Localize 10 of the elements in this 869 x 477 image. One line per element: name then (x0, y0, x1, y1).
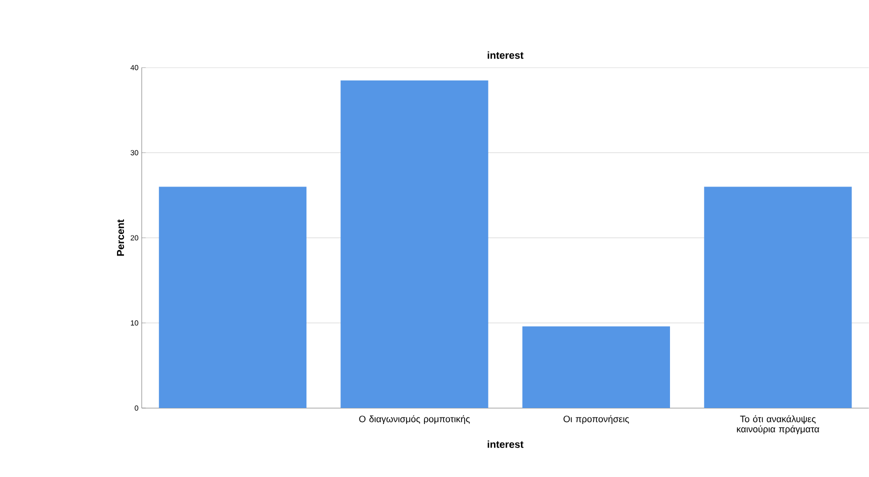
y-axis-title: Percent (116, 219, 124, 256)
chart-title: interest (488, 51, 524, 59)
x-axis-title: interest (488, 440, 524, 448)
bar (158, 186, 306, 408)
x-tick-label: Ο διαγωνισμός ρομποτικής (359, 415, 470, 424)
bar (340, 80, 488, 408)
x-tick-label: Οι προπονήσεις (564, 415, 629, 424)
bar (704, 186, 852, 408)
bar (522, 326, 670, 408)
x-tick-label: Το ότι ανακάλυψες καινούρια πράγματα (736, 415, 820, 434)
